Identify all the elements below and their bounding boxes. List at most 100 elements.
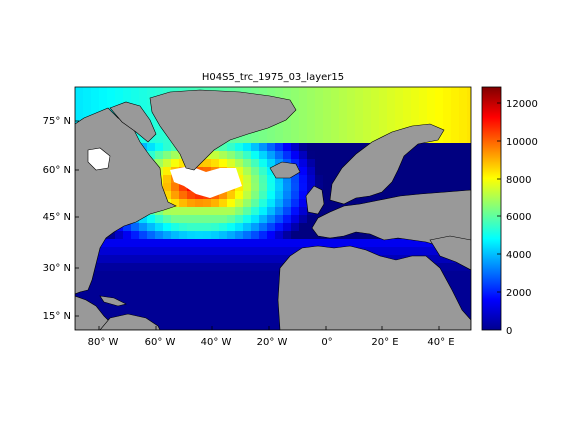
lon-tick-label: 0°	[321, 337, 332, 348]
field-cell	[115, 287, 124, 296]
field-cell	[283, 183, 292, 192]
field-cell	[195, 223, 204, 232]
field-cell	[283, 239, 292, 248]
field-cell	[163, 295, 172, 304]
field-cell	[339, 143, 348, 152]
field-cell	[307, 103, 316, 112]
land-greenland	[149, 89, 297, 171]
field-cell	[275, 143, 284, 152]
field-cell	[187, 247, 196, 256]
field-cell	[235, 191, 244, 200]
field-cell	[155, 263, 164, 272]
field-cell	[131, 295, 140, 304]
field-cell	[363, 103, 372, 112]
field-cell	[275, 231, 284, 240]
field-cell	[179, 311, 188, 320]
field-cell	[403, 151, 412, 160]
field-cell	[307, 87, 316, 96]
field-cell	[131, 271, 140, 280]
field-cell	[195, 311, 204, 320]
field-cell	[259, 231, 268, 240]
field-cell	[275, 207, 284, 216]
field-cell	[467, 295, 471, 304]
field-cell	[307, 215, 316, 224]
field-cell	[195, 191, 204, 200]
field-cell	[275, 183, 284, 192]
field-cell	[179, 255, 188, 264]
field-cell	[355, 143, 364, 152]
field-cell	[179, 287, 188, 296]
field-cell	[459, 295, 468, 304]
field-cell	[267, 255, 276, 264]
field-cell	[187, 199, 196, 208]
field-cell	[75, 111, 84, 120]
field-cell	[283, 215, 292, 224]
field-cell	[323, 199, 332, 208]
field-cell	[259, 279, 268, 288]
field-cell	[107, 287, 116, 296]
field-cell	[203, 263, 212, 272]
field-cell	[395, 95, 404, 104]
field-cell	[387, 87, 396, 96]
field-cell	[371, 191, 380, 200]
field-cell	[307, 95, 316, 104]
field-cell	[299, 151, 308, 160]
field-cell	[251, 159, 260, 168]
field-cell	[299, 231, 308, 240]
field-cell	[123, 287, 132, 296]
field-cell	[155, 143, 164, 152]
field-cell	[171, 327, 180, 330]
field-cell	[267, 215, 276, 224]
field-cell	[419, 151, 428, 160]
field-cell	[459, 167, 468, 176]
field-cell	[107, 311, 116, 320]
field-cell	[371, 111, 380, 120]
field-cell	[315, 119, 324, 128]
field-cell	[355, 199, 364, 208]
field-cell	[291, 199, 300, 208]
field-cell	[155, 247, 164, 256]
field-cell	[155, 287, 164, 296]
field-cell	[147, 239, 156, 248]
field-cell	[227, 159, 236, 168]
field-cell	[227, 327, 236, 330]
field-cell	[259, 319, 268, 328]
field-cell	[443, 175, 452, 184]
field-cell	[203, 295, 212, 304]
field-cell	[443, 103, 452, 112]
field-cell	[195, 199, 204, 208]
field-cell	[267, 183, 276, 192]
field-cell	[267, 319, 276, 328]
field-cell	[467, 151, 471, 160]
field-cell	[411, 167, 420, 176]
field-cell	[211, 279, 220, 288]
field-cell	[251, 183, 260, 192]
field-cell	[107, 271, 116, 280]
field-cell	[211, 327, 220, 330]
field-cell	[403, 87, 412, 96]
field-cell	[163, 263, 172, 272]
field-cell	[147, 215, 156, 224]
field-cell	[195, 255, 204, 264]
field-cell	[227, 255, 236, 264]
field-cell	[435, 143, 444, 152]
field-cell	[195, 319, 204, 328]
field-cell	[323, 167, 332, 176]
field-cell	[355, 239, 364, 248]
field-cell	[211, 287, 220, 296]
field-cell	[451, 279, 460, 288]
field-cell	[147, 111, 156, 120]
field-cell	[219, 279, 228, 288]
field-cell	[187, 311, 196, 320]
field-cell	[171, 263, 180, 272]
field-cell	[331, 119, 340, 128]
field-cell	[187, 223, 196, 232]
field-cell	[179, 327, 188, 330]
field-cell	[115, 239, 124, 248]
field-cell	[219, 191, 228, 200]
field-cell	[235, 215, 244, 224]
land-british-isles	[305, 185, 325, 215]
lon-tick-label: 20° W	[257, 337, 288, 348]
field-cell	[227, 247, 236, 256]
field-cell	[131, 223, 140, 232]
